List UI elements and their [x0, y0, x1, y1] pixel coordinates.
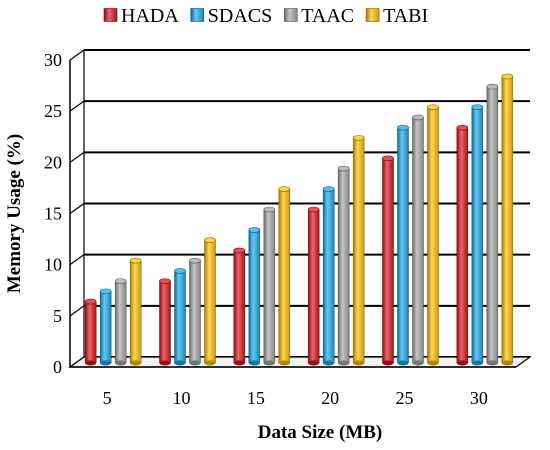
y-axis-label: Memory Usage (%)	[4, 134, 25, 293]
bar-tabi-30	[501, 73, 514, 366]
y-tick-label: 10	[44, 255, 62, 275]
bar-sdacs-15	[248, 227, 261, 366]
bar-sdacs-10	[174, 268, 186, 366]
legend-swatch	[190, 8, 205, 22]
x-tick-label: 30	[470, 388, 488, 408]
bar-hada-20	[307, 206, 320, 366]
legend-item-tabi: TABI	[365, 5, 428, 27]
bar-hada-25	[382, 155, 394, 366]
legend-label: HADA	[121, 5, 179, 27]
grid-line-diag	[69, 49, 85, 61]
bar-hada-5	[84, 298, 97, 366]
bar-hada-15	[233, 247, 246, 366]
bars	[84, 73, 514, 366]
bar-sdacs-25	[397, 124, 409, 366]
bar-taac-30	[486, 83, 499, 366]
bar-hada-30	[456, 124, 469, 366]
grid-line-diag	[69, 203, 85, 214]
legend-swatch	[365, 8, 380, 22]
bar-sdacs-20	[322, 186, 335, 366]
y-tick-label: 30	[44, 50, 62, 70]
legend-label: SDACS	[208, 5, 272, 27]
legend-item-taac: TAAC	[283, 5, 354, 27]
x-tick-label: 20	[321, 388, 339, 408]
bar-hada-10	[159, 278, 171, 366]
x-tick-label: 10	[173, 388, 191, 408]
grid-line-diag	[69, 151, 85, 163]
legend-item-hada: HADA	[103, 5, 179, 27]
grid-line-diag	[69, 305, 85, 317]
x-axis-label: Data Size (MB)	[258, 422, 383, 443]
legend-swatch	[283, 8, 298, 22]
bar-tabi-5	[129, 257, 142, 366]
bar-tabi-10	[204, 237, 216, 366]
legend-label: TAAC	[301, 5, 354, 27]
y-tick-label: 25	[44, 101, 62, 121]
bar-taac-25	[412, 114, 424, 366]
bar-tabi-15	[278, 186, 291, 366]
bar-taac-10	[189, 257, 201, 366]
legend-label: TABI	[383, 5, 428, 27]
legend: HADA SDACS TAAC TABI	[103, 5, 428, 27]
x-tick-label: 5	[103, 388, 112, 408]
y-tick-label: 5	[53, 306, 62, 326]
x-tick-label: 25	[396, 388, 414, 408]
bar-tabi-20	[352, 135, 365, 366]
bar-sdacs-5	[99, 288, 112, 366]
x-tick-label: 15	[247, 388, 265, 408]
grid-line-diag	[69, 254, 85, 266]
y-tick-label: 20	[44, 152, 62, 172]
bar-tabi-25	[427, 104, 439, 366]
y-tick-label: 15	[44, 204, 62, 224]
legend-item-sdacs: SDACS	[190, 5, 272, 27]
legend-swatch	[103, 8, 118, 22]
bar-taac-20	[337, 165, 350, 366]
bar-sdacs-30	[471, 104, 484, 366]
y-tick-label: 0	[53, 357, 62, 377]
bar-taac-5	[114, 278, 127, 366]
bar-taac-15	[263, 206, 276, 366]
grid-line-diag	[69, 100, 85, 112]
x-tick-labels: 5 10 15 20 25 30	[103, 388, 488, 408]
y-tick-labels: 0 5 10 15 20 25 30	[44, 50, 62, 377]
